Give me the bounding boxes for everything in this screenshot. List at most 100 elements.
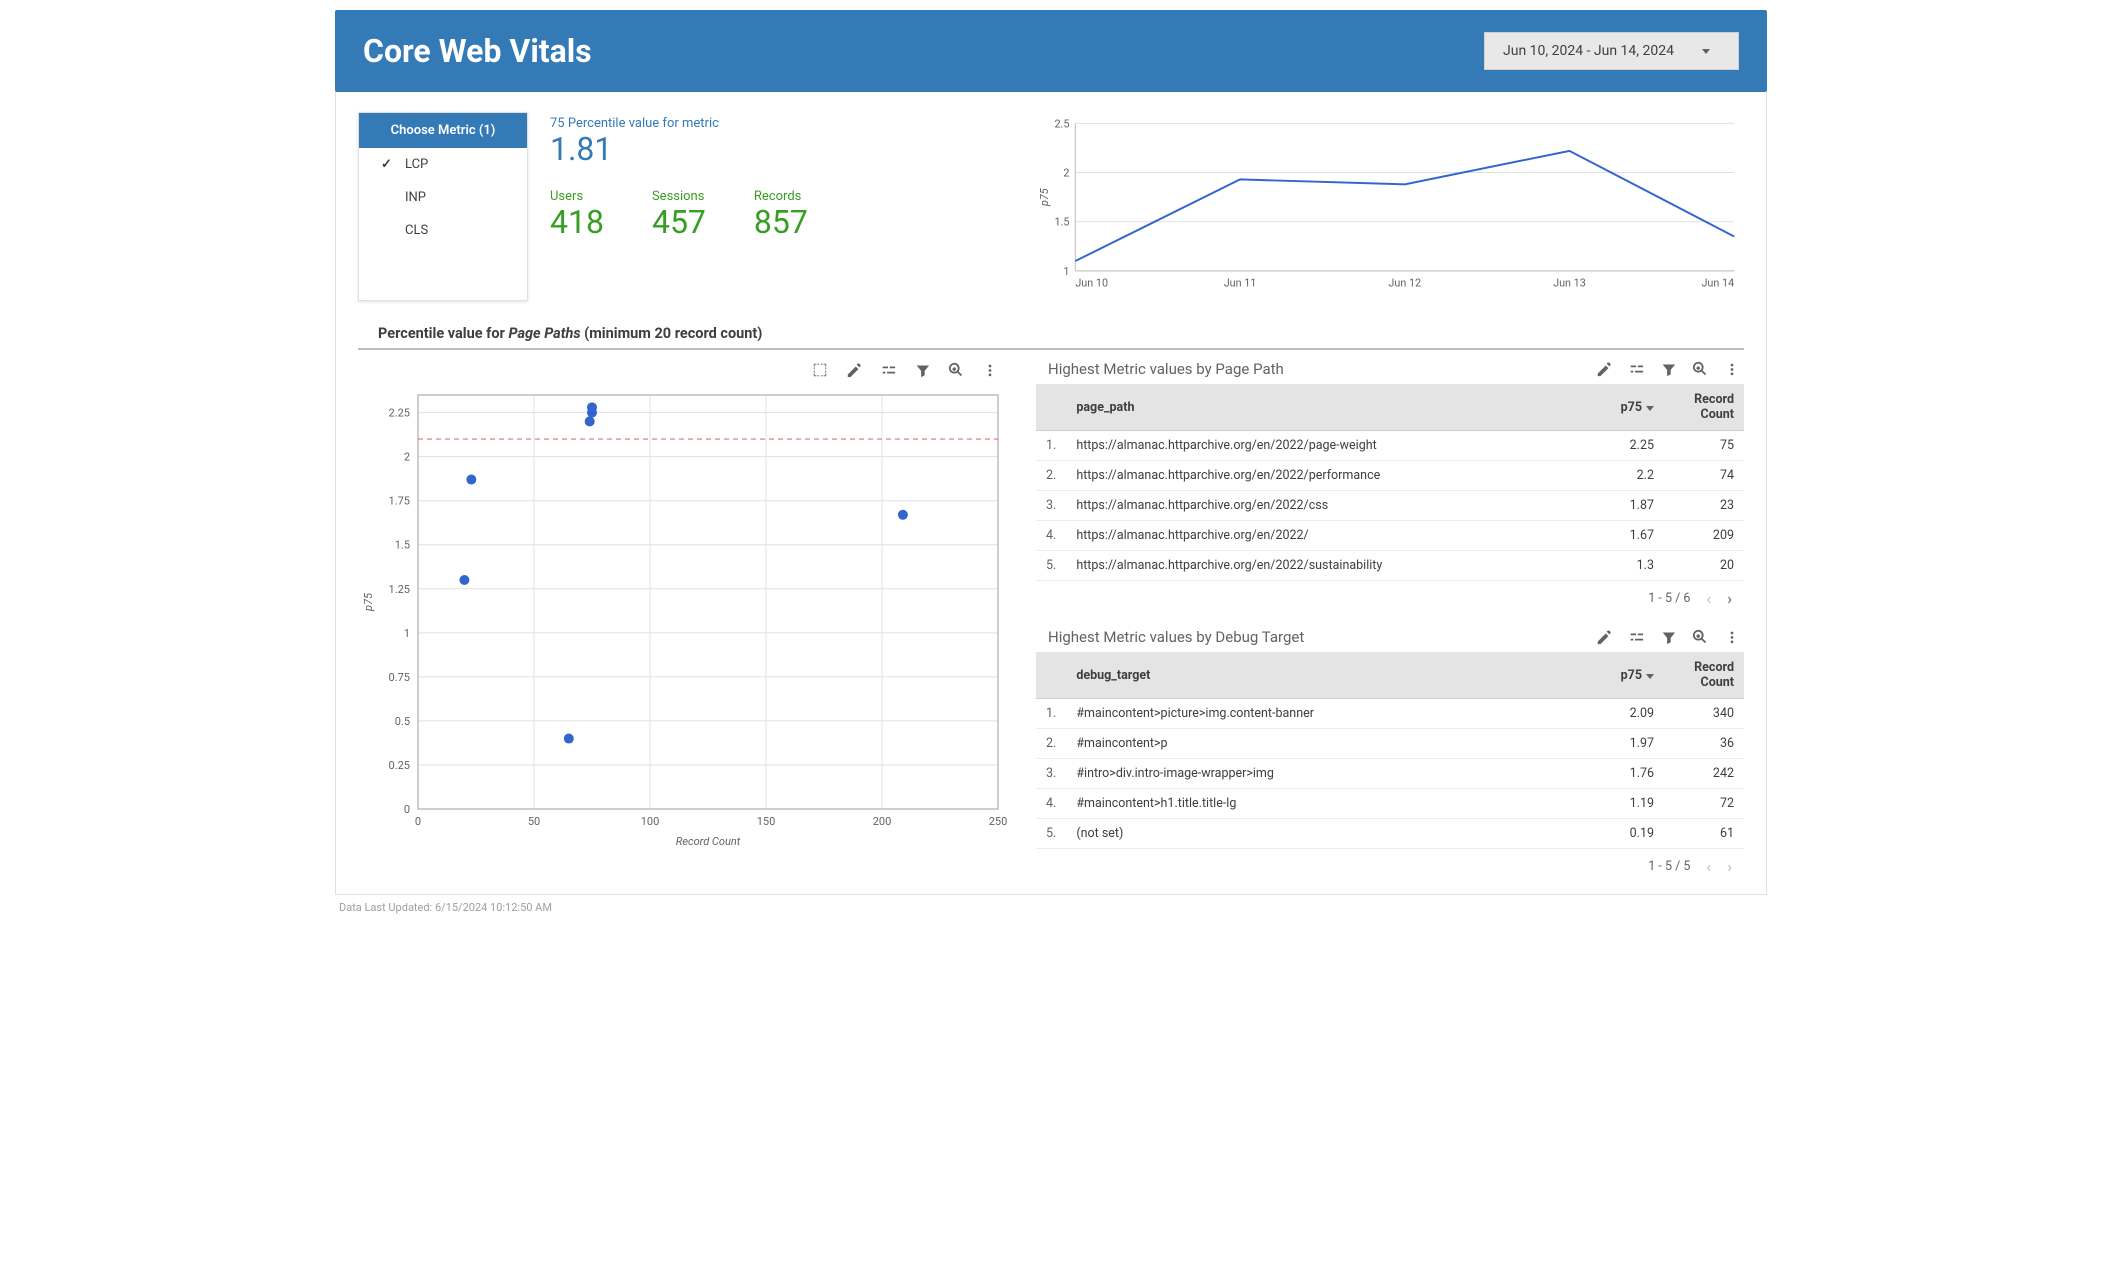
tune-icon[interactable]	[880, 362, 896, 378]
column-header[interactable]: page_path	[1066, 384, 1584, 431]
metric-item[interactable]: INP	[359, 181, 527, 214]
row-index: 5.	[1036, 819, 1066, 849]
more-icon[interactable]	[1724, 629, 1740, 645]
zoom-icon[interactable]	[948, 362, 964, 378]
table-row[interactable]: 2.https://almanac.httparchive.org/en/202…	[1036, 461, 1744, 491]
svg-text:2.25: 2.25	[389, 407, 410, 420]
zoom-icon[interactable]	[1692, 629, 1708, 645]
row-index: 4.	[1036, 521, 1066, 551]
section-title: Percentile value for Page Paths (minimum…	[378, 325, 1744, 342]
cell: 61	[1664, 819, 1744, 849]
cell: 340	[1664, 699, 1744, 729]
table-row[interactable]: 5.(not set)0.1961	[1036, 819, 1744, 849]
column-header[interactable]: p75	[1584, 384, 1664, 431]
line-chart: 11.522.5Jun 10Jun 11Jun 12Jun 13Jun 14p7…	[1036, 112, 1744, 297]
svg-text:p75: p75	[1038, 188, 1051, 207]
select-area-icon[interactable]	[812, 362, 828, 378]
metric-item-label: LCP	[405, 157, 428, 172]
table-title: Highest Metric values by Debug Target	[1048, 628, 1304, 646]
row-index: 3.	[1036, 491, 1066, 521]
pager-prev-icon: ‹	[1706, 589, 1711, 608]
table-page-path-block: Highest Metric values by Page Path page_…	[1036, 354, 1744, 612]
table-row[interactable]: 2.#maincontent>p1.9736	[1036, 729, 1744, 759]
edit-icon[interactable]	[1596, 629, 1612, 645]
more-icon[interactable]	[982, 362, 998, 378]
table-row[interactable]: 3.https://almanac.httparchive.org/en/202…	[1036, 491, 1744, 521]
metric-item[interactable]: ✓ LCP	[359, 148, 527, 181]
cell: 36	[1664, 729, 1744, 759]
table-toolbar	[1596, 629, 1740, 645]
metric-item[interactable]: CLS	[359, 214, 527, 247]
scorecard-label: Sessions	[652, 189, 706, 204]
column-header[interactable]: RecordCount	[1664, 384, 1744, 431]
date-range-picker[interactable]: Jun 10, 2024 - Jun 14, 2024	[1484, 32, 1739, 70]
cell: 2.25	[1584, 431, 1664, 461]
cell: https://almanac.httparchive.org/en/2022/…	[1066, 491, 1584, 521]
check-icon: ✓	[381, 157, 395, 172]
table-row[interactable]: 1.#maincontent>picture>img.content-banne…	[1036, 699, 1744, 729]
pager-next-icon[interactable]: ›	[1727, 589, 1732, 608]
cell: 0.19	[1584, 819, 1664, 849]
scorecard-value: 1.81	[550, 133, 1008, 167]
row-index: 3.	[1036, 759, 1066, 789]
cell: 209	[1664, 521, 1744, 551]
table-toolbar	[1596, 361, 1740, 377]
table-row[interactable]: 4.#maincontent>h1.title.title-lg1.1972	[1036, 789, 1744, 819]
cell: 2.09	[1584, 699, 1664, 729]
table-row[interactable]: 5.https://almanac.httparchive.org/en/202…	[1036, 551, 1744, 581]
column-header[interactable]: p75	[1584, 652, 1664, 699]
cell: 74	[1664, 461, 1744, 491]
scorecard-value: 418	[550, 206, 604, 240]
cell: (not set)	[1066, 819, 1584, 849]
sort-desc-icon	[1646, 674, 1654, 679]
row-index: 4.	[1036, 789, 1066, 819]
scorecard-value: 457	[652, 206, 706, 240]
cell: 75	[1664, 431, 1744, 461]
scatter-toolbar	[358, 354, 1008, 384]
row-index: 1.	[1036, 699, 1066, 729]
date-range-label: Jun 10, 2024 - Jun 14, 2024	[1503, 43, 1674, 59]
tune-icon[interactable]	[1628, 629, 1644, 645]
cell: https://almanac.httparchive.org/en/2022/…	[1066, 431, 1584, 461]
table-debug-target-block: Highest Metric values by Debug Target de…	[1036, 622, 1744, 880]
svg-text:200: 200	[873, 815, 892, 828]
svg-text:50: 50	[528, 815, 540, 828]
more-icon[interactable]	[1724, 361, 1740, 377]
svg-text:Jun 12: Jun 12	[1388, 277, 1421, 290]
filter-icon[interactable]	[914, 362, 930, 378]
tune-icon[interactable]	[1628, 361, 1644, 377]
filter-icon[interactable]	[1660, 361, 1676, 377]
svg-text:0.75: 0.75	[389, 671, 410, 684]
scorecard-label: 75 Percentile value for metric	[550, 116, 1008, 131]
page-title: Core Web Vitals	[363, 32, 592, 70]
scorecard-records: Records 857	[754, 189, 808, 240]
svg-text:1.5: 1.5	[1054, 216, 1069, 229]
svg-text:2.5: 2.5	[1054, 117, 1069, 130]
metric-picker-title: Choose Metric (1)	[359, 113, 527, 148]
cell: 1.19	[1584, 789, 1664, 819]
svg-text:Jun 14: Jun 14	[1701, 277, 1734, 290]
cell: https://almanac.httparchive.org/en/2022/	[1066, 521, 1584, 551]
pager-next-icon: ›	[1727, 857, 1732, 876]
chevron-down-icon	[1702, 49, 1710, 54]
edit-icon[interactable]	[1596, 361, 1612, 377]
cell: https://almanac.httparchive.org/en/2022/…	[1066, 551, 1584, 581]
svg-text:Jun 10: Jun 10	[1075, 277, 1108, 290]
column-header[interactable]: RecordCount	[1664, 652, 1744, 699]
pager: 1 - 5 / 5 ‹ ›	[1036, 849, 1744, 880]
filter-icon[interactable]	[1660, 629, 1676, 645]
metric-picker: Choose Metric (1) ✓ LCP INPCLS	[358, 112, 528, 301]
cell: 2.2	[1584, 461, 1664, 491]
table-row[interactable]: 1.https://almanac.httparchive.org/en/202…	[1036, 431, 1744, 461]
table-row[interactable]: 4.https://almanac.httparchive.org/en/202…	[1036, 521, 1744, 551]
edit-icon[interactable]	[846, 362, 862, 378]
row-index: 1.	[1036, 431, 1066, 461]
cell: 72	[1664, 789, 1744, 819]
column-header[interactable]: debug_target	[1066, 652, 1584, 699]
cell: #maincontent>p	[1066, 729, 1584, 759]
table-row[interactable]: 3.#intro>div.intro-image-wrapper>img1.76…	[1036, 759, 1744, 789]
scorecard-label: Users	[550, 189, 604, 204]
svg-text:1: 1	[404, 627, 410, 640]
zoom-icon[interactable]	[1692, 361, 1708, 377]
sort-desc-icon	[1646, 406, 1654, 411]
